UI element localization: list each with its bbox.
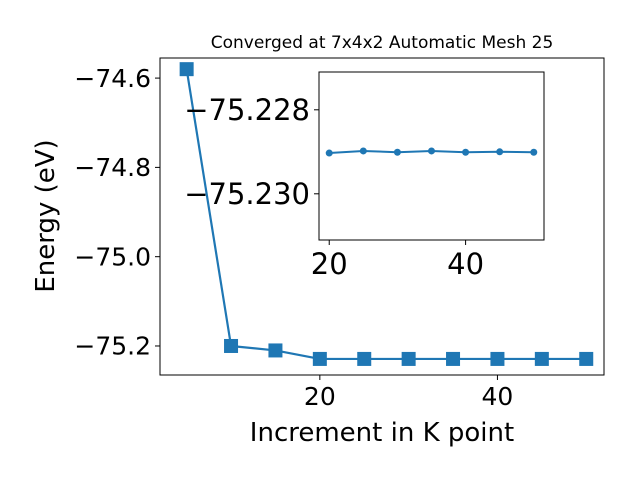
inset-axes-group: 20 40 −75.230 −75.228 — [184, 93, 484, 281]
main-data-point — [312, 351, 327, 366]
inset-data-point — [325, 149, 333, 157]
main-data-point — [534, 351, 549, 366]
inset-x-tick-label: 20 — [311, 247, 348, 281]
inset-chart: 20 40 −75.230 −75.228 — [184, 71, 545, 281]
inset-data-point — [393, 148, 401, 156]
main-y-axis-label: Energy (eV) — [31, 139, 61, 292]
main-series-line — [185, 68, 587, 361]
main-data-point — [179, 62, 194, 77]
inset-x-tick-label: 40 — [447, 247, 484, 281]
main-data-point — [224, 338, 239, 353]
main-data-point — [357, 351, 372, 366]
main-data-point — [401, 351, 416, 366]
main-y-tick-label: −75.0 — [74, 242, 151, 271]
main-data-point — [579, 351, 594, 366]
inset-plot-area — [319, 72, 544, 240]
inset-data-point — [496, 148, 504, 156]
main-data-point — [490, 351, 505, 366]
inset-y-tick-label: −75.228 — [184, 93, 310, 127]
main-data-point — [268, 343, 283, 358]
inset-series-group — [325, 147, 538, 157]
main-plot-frame — [159, 57, 605, 376]
main-x-tick-label: 40 — [482, 382, 514, 411]
inset-data-point — [530, 148, 538, 156]
inset-plot-frame — [318, 71, 545, 241]
inset-data-point — [359, 147, 367, 155]
main-series-group — [179, 62, 594, 366]
inset-y-tick-label: −75.230 — [184, 177, 310, 211]
inset-data-point — [428, 147, 435, 155]
main-y-tick-label: −75.2 — [74, 332, 151, 361]
main-y-tick-label: −74.8 — [74, 153, 151, 182]
main-data-point — [446, 351, 461, 366]
main-chart-title: Converged at 7x4x2 Automatic Mesh 25 — [211, 33, 554, 53]
inset-data-point — [462, 148, 470, 156]
main-x-tick-label: 20 — [304, 382, 336, 411]
main-axes-group: 20 40 −74.6 −74.8 −75.0 −75.2 — [74, 64, 513, 411]
main-x-axis-label: Increment in K point — [250, 418, 514, 448]
main-y-tick-label: −74.6 — [74, 64, 151, 93]
